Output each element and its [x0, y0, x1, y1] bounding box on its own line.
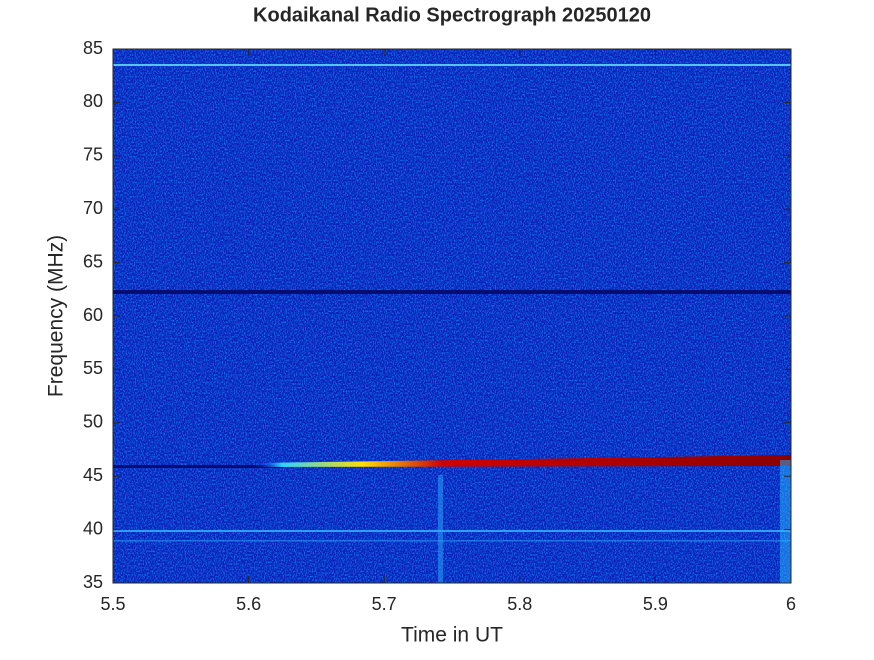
y-tick-label: 45: [83, 465, 103, 485]
y-tick-label: 75: [83, 145, 103, 165]
y-axis-label: Frequency (MHz): [45, 235, 68, 397]
y-tick-label: 60: [83, 305, 103, 325]
chart-title: Kodaikanal Radio Spectrograph 20250120: [253, 4, 651, 26]
x-tick-label: 5.8: [507, 594, 532, 614]
y-tick-label: 65: [83, 251, 103, 271]
y-tick-label: 35: [83, 572, 103, 592]
x-axis-label: Time in UT: [401, 624, 503, 647]
y-tick-label: 40: [83, 518, 103, 538]
y-tick-label: 50: [83, 412, 103, 432]
y-tick-label: 80: [83, 91, 103, 111]
x-tick-label: 5.9: [643, 594, 668, 614]
x-tick-label: 6: [786, 594, 796, 614]
x-tick-label: 5.7: [372, 594, 397, 614]
spectrogram-image: [113, 49, 791, 583]
x-tick-label: 5.5: [100, 594, 125, 614]
y-tick-label: 70: [83, 198, 103, 218]
y-tick-label: 85: [83, 38, 103, 58]
x-tick-label: 5.6: [236, 594, 261, 614]
y-tick-label: 55: [83, 358, 103, 378]
